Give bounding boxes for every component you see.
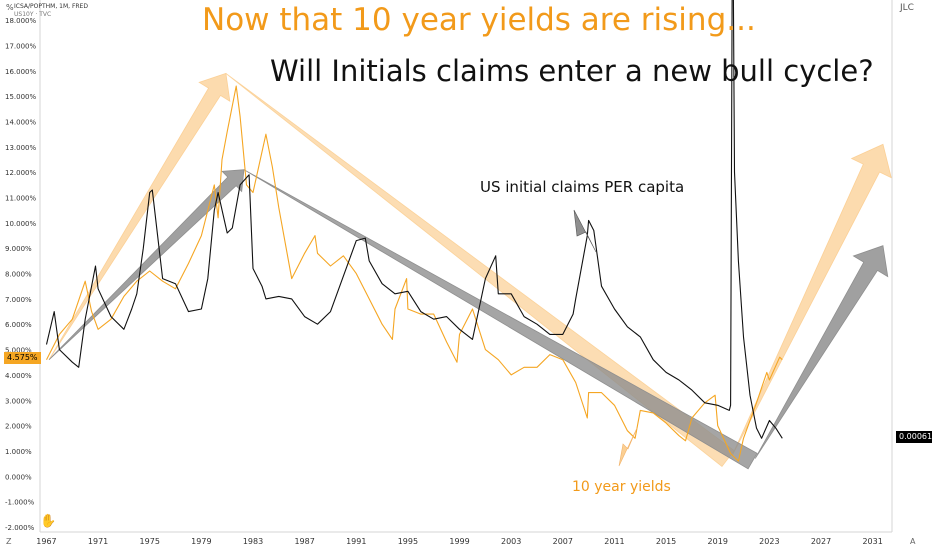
y-tick-label: 3.000% — [5, 397, 32, 405]
yield-last-price-tag: 4.575% — [4, 352, 41, 364]
y-tick-label: -2.000% — [5, 524, 35, 532]
x-axis-ticks: 1967 1971 1975 1979 1983 1987 1991 1995 1999 2003… — [36, 537, 883, 546]
y-tick-label: 13.000% — [5, 144, 36, 152]
log-scale-button[interactable]: A — [910, 537, 916, 546]
y-tick-label: 6.000% — [5, 321, 32, 329]
y-tick-label: 0.000% — [5, 473, 32, 481]
x-tick-label: 1975 — [140, 537, 160, 546]
yields-label-pointer-arrow — [618, 427, 638, 467]
y-tick-label: -1.000% — [5, 499, 35, 507]
claims-last-price-tag: 0.00061 — [896, 431, 932, 443]
y-tick-label: 11.000% — [5, 195, 36, 203]
claims-label-pointer-arrow — [573, 209, 597, 253]
x-tick-label: 2011 — [604, 537, 624, 546]
label-pointer-arrows — [573, 209, 638, 467]
y-tick-label: 4.000% — [5, 372, 32, 380]
x-tick-label: 2007 — [553, 537, 573, 546]
x-tick-label: 1999 — [449, 537, 469, 546]
gray-uptrend-arrow-2 — [754, 245, 889, 459]
claims-series-line — [45, 0, 783, 439]
y-tick-label: 12.000% — [5, 169, 36, 177]
hand-cursor-icon: ✋ — [40, 514, 57, 529]
y-tick-label: 18.000% — [5, 17, 36, 25]
headline-claims: Will Initials claims enter a new bull cy… — [270, 54, 874, 88]
unit-symbol: % — [6, 3, 14, 12]
headline-yields: Now that 10 year yields are rising... — [202, 2, 756, 38]
x-tick-label: 1991 — [346, 537, 366, 546]
yield-series-line — [46, 85, 783, 462]
series-layer — [45, 0, 783, 462]
y-tick-label: 7.000% — [5, 296, 32, 304]
x-tick-label: 1995 — [398, 537, 418, 546]
gray-downtrend-wedge — [243, 169, 758, 470]
series-header-yield: US10Y · TVC — [14, 11, 52, 18]
yields-series-label: 10 year yields — [572, 479, 671, 495]
corner-label-right: JLC — [900, 3, 914, 13]
orange-downtrend-wedge — [225, 73, 735, 468]
y-tick-label: 14.000% — [5, 119, 36, 127]
x-tick-label: 2027 — [811, 537, 831, 546]
y-tick-label: 1.000% — [5, 448, 32, 456]
auto-scale-button[interactable]: Z — [6, 537, 12, 546]
y-tick-label: 9.000% — [5, 245, 32, 253]
y-axis-ticks: 18.000% 17.000% 16.000% 15.000% 14.000% 13.00… — [5, 17, 36, 532]
y-tick-label: 5.000% — [5, 347, 32, 355]
series-header-claims: ICSA/POPTHM, 1M, FRED — [14, 3, 88, 10]
y-tick-label: 2.000% — [5, 423, 32, 431]
y-tick-label: 16.000% — [5, 68, 36, 76]
y-tick-label: 17.000% — [5, 43, 36, 51]
x-tick-label: 1987 — [294, 537, 314, 546]
x-tick-label: 1979 — [191, 537, 211, 546]
y-tick-label: 10.000% — [5, 220, 36, 228]
x-tick-label: 1967 — [36, 537, 56, 546]
y-tick-label: 15.000% — [5, 93, 36, 101]
claims-series-label: US initial claims PER capita — [480, 178, 685, 196]
x-tick-label: 1983 — [243, 537, 263, 546]
y-tick-label: 8.000% — [5, 271, 32, 279]
x-tick-label: 2019 — [708, 537, 728, 546]
x-tick-label: 2023 — [759, 537, 779, 546]
x-tick-label: 1971 — [88, 537, 108, 546]
x-tick-label: 2015 — [656, 537, 676, 546]
trend-arrows — [48, 72, 892, 470]
orange-uptrend-arrow-2 — [731, 143, 892, 457]
x-tick-label: 2003 — [501, 537, 521, 546]
x-tick-label: 2031 — [862, 537, 882, 546]
